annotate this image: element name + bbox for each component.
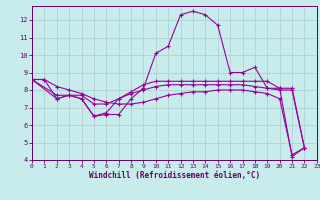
X-axis label: Windchill (Refroidissement éolien,°C): Windchill (Refroidissement éolien,°C) — [89, 171, 260, 180]
